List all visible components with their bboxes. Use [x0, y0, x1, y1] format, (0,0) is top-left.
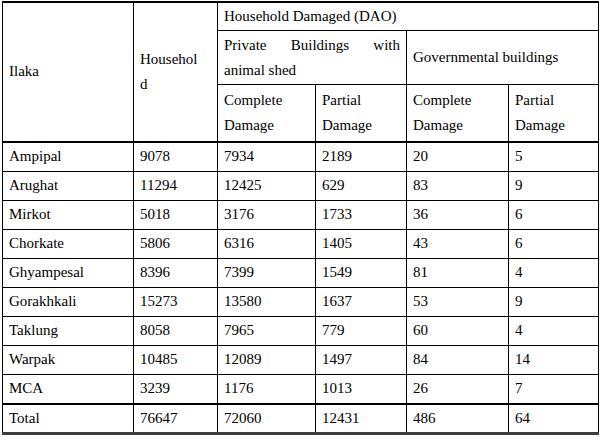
cell-gov-complete: 26 [407, 374, 509, 404]
cell-gov-complete: 83 [407, 171, 509, 200]
cell-gov-partial: 6 [509, 200, 599, 229]
cell-private-complete: 12089 [218, 345, 316, 374]
header-private-word2: Buildings [291, 33, 349, 58]
cell-ilaka: Taklung [3, 316, 134, 345]
table-row: Gorakhkali 15273 13580 1637 53 9 [3, 287, 599, 316]
table-row: Mirkot 5018 3176 1733 36 6 [3, 200, 599, 229]
cell-gov-complete: 60 [407, 316, 509, 345]
header-ilaka: Ilaka [3, 2, 134, 142]
table-total-row: Total 76647 72060 12431 486 64 [3, 404, 599, 434]
cell-ilaka: MCA [3, 374, 134, 404]
cell-private-partial: 1637 [316, 287, 407, 316]
cell-private-complete: 1176 [218, 374, 316, 404]
table-row: Warpak 10485 12089 1497 84 14 [3, 345, 599, 374]
cell-household: 5806 [134, 229, 218, 258]
cell-total-gov-complete: 486 [407, 404, 509, 434]
cell-gov-partial: 4 [509, 258, 599, 287]
cell-ilaka: Gorakhkali [3, 287, 134, 316]
cell-household: 8058 [134, 316, 218, 345]
header-private-word3: with [373, 33, 400, 58]
cell-private-partial: 1497 [316, 345, 407, 374]
cell-private-partial: 1733 [316, 200, 407, 229]
cell-ilaka: Chorkate [3, 229, 134, 258]
cell-gov-partial: 9 [509, 171, 599, 200]
header-private-buildings: Private Buildings with animal shed [218, 31, 407, 85]
cell-ilaka: Warpak [3, 345, 134, 374]
cell-gov-complete: 53 [407, 287, 509, 316]
header-household: Household [134, 2, 218, 142]
cell-gov-partial: 14 [509, 345, 599, 374]
table-row: Ghyampesal 8396 7399 1549 81 4 [3, 258, 599, 287]
cell-total-label: Total [3, 404, 134, 434]
table-row: MCA 3239 1176 1013 26 7 [3, 374, 599, 404]
cell-gov-complete: 36 [407, 200, 509, 229]
cell-private-complete: 7399 [218, 258, 316, 287]
cell-private-complete: 3176 [218, 200, 316, 229]
cell-household: 11294 [134, 171, 218, 200]
table-row: Ampipal 9078 7934 2189 20 5 [3, 142, 599, 172]
cell-private-complete: 6316 [218, 229, 316, 258]
cell-total-household: 76647 [134, 404, 218, 434]
cell-private-partial: 629 [316, 171, 407, 200]
cell-total-private-partial: 12431 [316, 404, 407, 434]
header-private-partial: Partial Damage [316, 85, 407, 142]
cell-private-partial: 1013 [316, 374, 407, 404]
cell-gov-partial: 4 [509, 316, 599, 345]
cell-gov-partial: 7 [509, 374, 599, 404]
cell-private-complete: 7934 [218, 142, 316, 172]
cell-ilaka: Mirkot [3, 200, 134, 229]
document-page: Ilaka Household Household Damaged (DAO) … [0, 0, 600, 448]
header-private-line2: animal shed [224, 58, 400, 83]
header-governmental: Governmental buildings [407, 31, 599, 85]
header-private-complete: Complete Damage [218, 85, 316, 142]
cell-gov-complete: 81 [407, 258, 509, 287]
cell-gov-partial: 6 [509, 229, 599, 258]
table-row: Arughat 11294 12425 629 83 9 [3, 171, 599, 200]
damage-table: Ilaka Household Household Damaged (DAO) … [2, 1, 599, 435]
cell-gov-complete: 20 [407, 142, 509, 172]
header-gov-partial: Partial Damage [509, 85, 599, 142]
cell-private-partial: 1405 [316, 229, 407, 258]
cell-private-partial: 1549 [316, 258, 407, 287]
header-dao-title: Household Damaged (DAO) [218, 2, 599, 31]
header-private-line1: Private Buildings with [224, 33, 400, 58]
table-row: Taklung 8058 7965 779 60 4 [3, 316, 599, 345]
header-gov-complete: Complete Damage [407, 85, 509, 142]
cell-ilaka: Ampipal [3, 142, 134, 172]
cell-private-complete: 7965 [218, 316, 316, 345]
cell-household: 15273 [134, 287, 218, 316]
header-household-label: Household [140, 47, 198, 97]
cell-gov-complete: 84 [407, 345, 509, 374]
cell-ilaka: Ghyampesal [3, 258, 134, 287]
cell-private-complete: 12425 [218, 171, 316, 200]
cell-private-partial: 779 [316, 316, 407, 345]
cell-household: 10485 [134, 345, 218, 374]
header-private-word1: Private [224, 33, 267, 58]
cell-ilaka: Arughat [3, 171, 134, 200]
cell-gov-partial: 9 [509, 287, 599, 316]
cell-private-complete: 13580 [218, 287, 316, 316]
cell-private-partial: 2189 [316, 142, 407, 172]
cell-household: 9078 [134, 142, 218, 172]
cell-household: 3239 [134, 374, 218, 404]
table-row: Chorkate 5806 6316 1405 43 6 [3, 229, 599, 258]
cell-total-gov-partial: 64 [509, 404, 599, 434]
cell-household: 8396 [134, 258, 218, 287]
header-row-dao: Ilaka Household Household Damaged (DAO) [3, 2, 599, 31]
cell-total-private-complete: 72060 [218, 404, 316, 434]
cell-gov-complete: 43 [407, 229, 509, 258]
cell-household: 5018 [134, 200, 218, 229]
cell-gov-partial: 5 [509, 142, 599, 172]
